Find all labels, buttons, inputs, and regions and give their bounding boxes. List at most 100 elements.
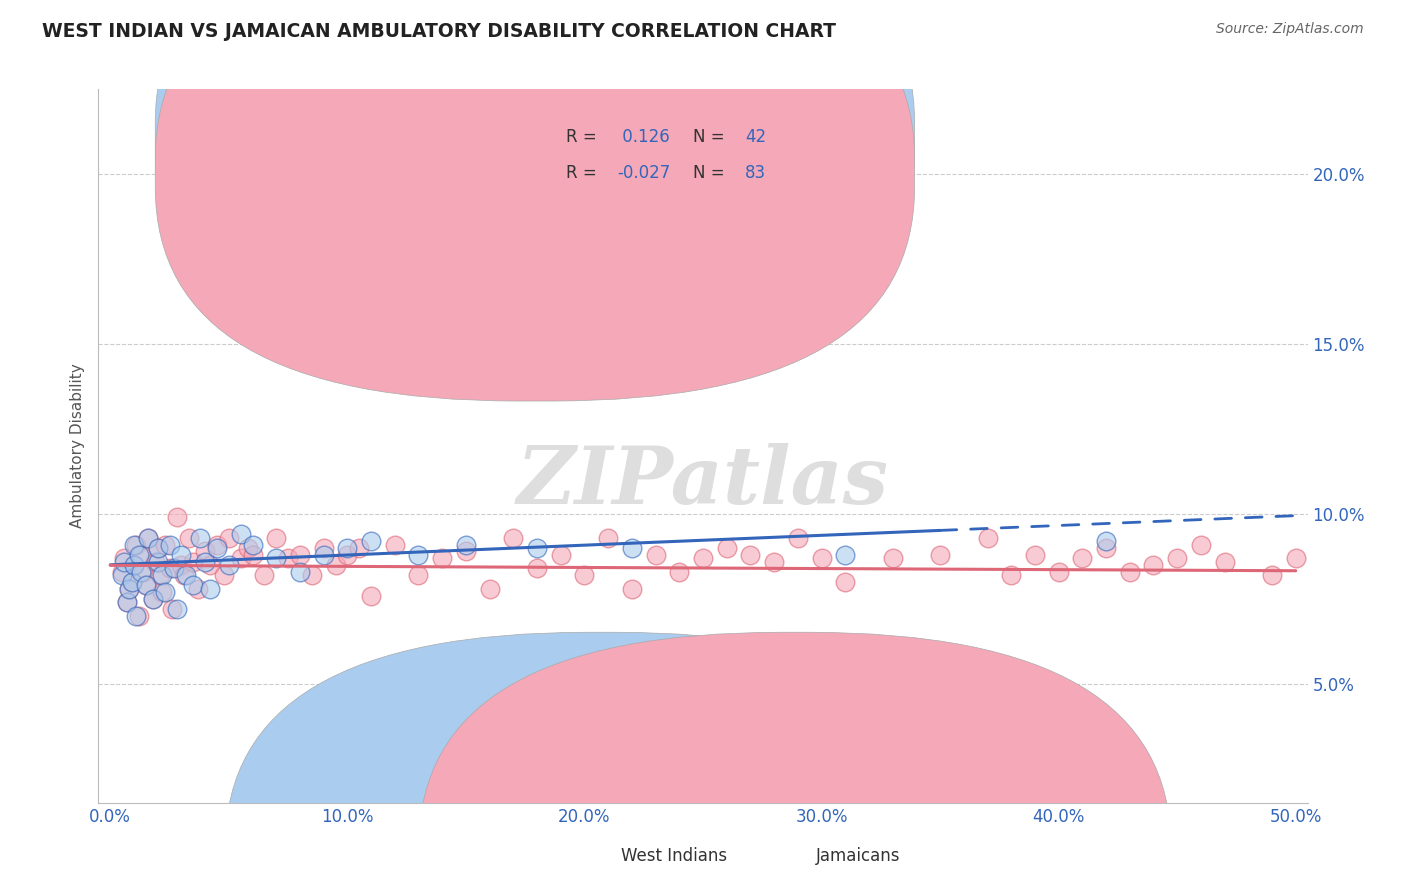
Point xyxy=(170,548,193,562)
Point xyxy=(181,578,204,592)
Text: N =: N = xyxy=(693,164,730,182)
Point xyxy=(125,537,148,551)
Point xyxy=(1166,551,1188,566)
Point xyxy=(129,548,152,562)
Point xyxy=(312,541,335,555)
Point xyxy=(408,548,430,562)
Point xyxy=(236,541,259,555)
Point xyxy=(786,531,808,545)
Point xyxy=(834,548,856,562)
Text: 0.126: 0.126 xyxy=(617,128,669,146)
Point xyxy=(740,548,762,562)
FancyBboxPatch shape xyxy=(155,0,915,366)
Point xyxy=(166,510,188,524)
Point xyxy=(174,568,197,582)
Point xyxy=(229,527,252,541)
Point xyxy=(834,574,856,589)
Point xyxy=(325,558,347,572)
FancyBboxPatch shape xyxy=(225,632,977,892)
Text: -0.027: -0.027 xyxy=(617,164,671,182)
Point xyxy=(478,582,501,596)
Point xyxy=(360,589,382,603)
Point xyxy=(111,565,134,579)
Point xyxy=(132,565,155,579)
Point xyxy=(692,551,714,566)
Point xyxy=(288,548,311,562)
Point xyxy=(1095,541,1118,555)
Point xyxy=(194,544,217,558)
Point xyxy=(432,551,454,566)
Point xyxy=(159,561,181,575)
Point xyxy=(114,551,136,566)
Point xyxy=(128,608,150,623)
Point xyxy=(146,555,169,569)
Point xyxy=(187,582,209,596)
Point xyxy=(149,568,172,582)
Point xyxy=(454,537,477,551)
Point xyxy=(1213,555,1236,569)
Text: 42: 42 xyxy=(745,128,766,146)
Point xyxy=(1119,565,1142,579)
Point xyxy=(153,585,176,599)
Point xyxy=(205,537,228,551)
Point xyxy=(810,551,832,566)
Point xyxy=(253,313,276,327)
Point xyxy=(301,568,323,582)
Point xyxy=(620,582,643,596)
Point xyxy=(408,568,430,582)
Point xyxy=(218,558,240,572)
Point xyxy=(128,548,150,562)
Text: Source: ZipAtlas.com: Source: ZipAtlas.com xyxy=(1216,22,1364,37)
Text: WEST INDIAN VS JAMAICAN AMBULATORY DISABILITY CORRELATION CHART: WEST INDIAN VS JAMAICAN AMBULATORY DISAB… xyxy=(42,22,837,41)
Point xyxy=(384,537,406,551)
Point xyxy=(229,551,252,566)
Point xyxy=(212,568,235,582)
Point xyxy=(122,558,145,572)
Text: ZIPatlas: ZIPatlas xyxy=(517,443,889,520)
Point xyxy=(122,558,145,572)
Point xyxy=(668,704,690,718)
Point xyxy=(264,531,287,545)
Point xyxy=(716,541,738,555)
Point xyxy=(181,555,204,569)
Point xyxy=(882,551,904,566)
Point xyxy=(929,548,952,562)
Point xyxy=(143,555,166,569)
Point xyxy=(142,591,165,606)
Point xyxy=(163,561,186,575)
Text: N =: N = xyxy=(693,128,730,146)
Text: R =: R = xyxy=(567,128,602,146)
Point xyxy=(152,568,174,582)
Point xyxy=(1189,537,1212,551)
Point xyxy=(598,531,620,545)
FancyBboxPatch shape xyxy=(155,0,915,401)
Point xyxy=(1000,745,1022,759)
FancyBboxPatch shape xyxy=(498,103,837,207)
Point xyxy=(242,537,264,551)
Point xyxy=(118,582,141,596)
Point xyxy=(170,558,193,572)
Point xyxy=(114,555,136,569)
Point xyxy=(1000,568,1022,582)
Point xyxy=(1261,568,1284,582)
Point xyxy=(976,531,998,545)
Point xyxy=(1285,551,1308,566)
Y-axis label: Ambulatory Disability: Ambulatory Disability xyxy=(69,364,84,528)
Point xyxy=(526,541,548,555)
Point xyxy=(336,541,359,555)
Point xyxy=(142,591,165,606)
Point xyxy=(121,574,143,589)
Point xyxy=(125,608,148,623)
Point xyxy=(136,531,159,545)
Text: 83: 83 xyxy=(745,164,766,182)
Point xyxy=(198,558,221,572)
Point xyxy=(115,595,138,609)
FancyBboxPatch shape xyxy=(419,632,1171,892)
Point xyxy=(159,537,181,551)
Point xyxy=(205,541,228,555)
Text: R =: R = xyxy=(567,164,602,182)
Point xyxy=(122,537,145,551)
Point xyxy=(153,537,176,551)
Point xyxy=(111,568,134,582)
Point xyxy=(454,544,477,558)
